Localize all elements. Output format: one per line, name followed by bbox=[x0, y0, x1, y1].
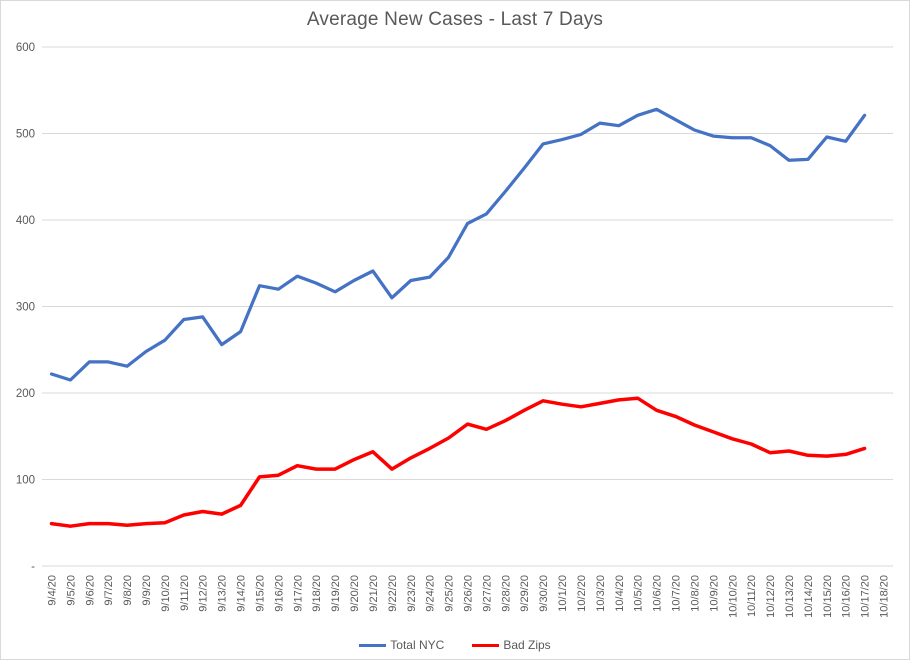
legend-item-bad-zips: Bad Zips bbox=[472, 638, 551, 652]
x-axis-tick-label: 9/21/20 bbox=[368, 575, 380, 612]
x-axis-tick-label: 9/23/20 bbox=[406, 575, 418, 612]
x-axis-tick-label: 9/26/20 bbox=[463, 575, 475, 612]
x-axis-tick-label: 9/15/20 bbox=[254, 575, 266, 612]
bad-zips-line-swatch-icon bbox=[472, 643, 500, 647]
y-axis-tick-label: 100 bbox=[16, 475, 35, 487]
x-axis-tick-label: 10/13/20 bbox=[784, 575, 796, 618]
series-line-bad-zips bbox=[49, 396, 867, 528]
chart-legend: Total NYC Bad Zips bbox=[1, 638, 909, 652]
x-axis-tick-label: 10/7/20 bbox=[671, 575, 683, 612]
legend-label-total-nyc: Total NYC bbox=[390, 638, 445, 652]
y-axis-tick-label: 300 bbox=[16, 302, 35, 314]
x-axis-tick-label: 9/9/20 bbox=[141, 575, 153, 606]
x-axis-tick-label: 9/22/20 bbox=[387, 575, 399, 612]
x-axis-tick-label: 10/8/20 bbox=[689, 575, 701, 612]
x-axis-tick-label: 10/16/20 bbox=[841, 575, 853, 618]
y-axis-tick-label: 500 bbox=[16, 129, 35, 141]
x-axis-tick-label: 9/12/20 bbox=[198, 575, 210, 612]
x-axis-tick-label: 10/17/20 bbox=[860, 575, 872, 618]
x-axis-tick-label: 9/25/20 bbox=[444, 575, 456, 612]
y-axis-tick-label: 200 bbox=[16, 388, 35, 400]
x-axis-tick-label: 10/14/20 bbox=[803, 575, 815, 618]
x-axis-tick-label: 10/12/20 bbox=[765, 575, 777, 618]
x-axis-tick-label: 10/15/20 bbox=[822, 575, 834, 618]
x-axis-tick-label: 9/16/20 bbox=[273, 575, 285, 612]
chart-title: Average New Cases - Last 7 Days bbox=[306, 9, 604, 30]
y-axis-tick-label: 400 bbox=[16, 215, 35, 227]
x-axis-tick-label: 9/6/20 bbox=[84, 575, 96, 606]
x-axis-tick-label: 10/6/20 bbox=[652, 575, 664, 612]
x-axis-tick-label: 9/19/20 bbox=[330, 575, 342, 612]
x-axis-tick-label: 9/30/20 bbox=[538, 575, 550, 612]
x-axis-tick-label: 10/5/20 bbox=[633, 575, 645, 612]
legend-label-bad-zips: Bad Zips bbox=[503, 638, 551, 652]
y-axis-tick-label: 600 bbox=[16, 42, 35, 54]
x-axis-tick-label: 10/1/20 bbox=[557, 575, 569, 612]
x-axis-tick-label: 9/18/20 bbox=[311, 575, 323, 612]
x-axis-tick-label: 9/17/20 bbox=[292, 575, 304, 612]
x-axis-tick-label: 10/3/20 bbox=[595, 575, 607, 612]
x-axis-tick-label: 9/14/20 bbox=[236, 575, 248, 612]
total-nyc-line-swatch-icon bbox=[359, 643, 387, 647]
x-axis-tick-label: 9/4/20 bbox=[46, 575, 58, 606]
x-axis-tick-label: 10/11/20 bbox=[746, 575, 758, 617]
x-axis-tick-label: 9/13/20 bbox=[217, 575, 229, 612]
x-axis-tick-label: 10/10/20 bbox=[727, 575, 739, 618]
x-axis-tick-label: 10/2/20 bbox=[576, 575, 588, 612]
x-axis-tick-label: 10/4/20 bbox=[614, 575, 626, 612]
x-axis-tick-label: 10/9/20 bbox=[708, 575, 720, 612]
x-axis-tick-label: 9/29/20 bbox=[519, 575, 531, 612]
x-axis-tick-label: 9/24/20 bbox=[425, 575, 437, 612]
x-axis-tick-label: 10/18/20 bbox=[879, 575, 891, 618]
series-line-total-nyc bbox=[49, 107, 867, 382]
x-axis-tick-label: 9/27/20 bbox=[481, 575, 493, 612]
legend-item-total-nyc: Total NYC bbox=[359, 638, 444, 652]
x-axis-tick-label: 9/28/20 bbox=[500, 575, 512, 612]
y-axis-tick-label: - bbox=[31, 561, 35, 573]
x-axis-tick-label: 9/8/20 bbox=[122, 575, 134, 606]
x-axis-tick-label: 9/20/20 bbox=[349, 575, 361, 612]
x-axis-tick-label: 9/11/20 bbox=[179, 575, 191, 611]
x-axis-tick-label: 9/5/20 bbox=[65, 575, 77, 606]
x-axis-tick-label: 9/10/20 bbox=[160, 575, 172, 612]
x-axis-tick-label: 9/7/20 bbox=[103, 575, 115, 606]
